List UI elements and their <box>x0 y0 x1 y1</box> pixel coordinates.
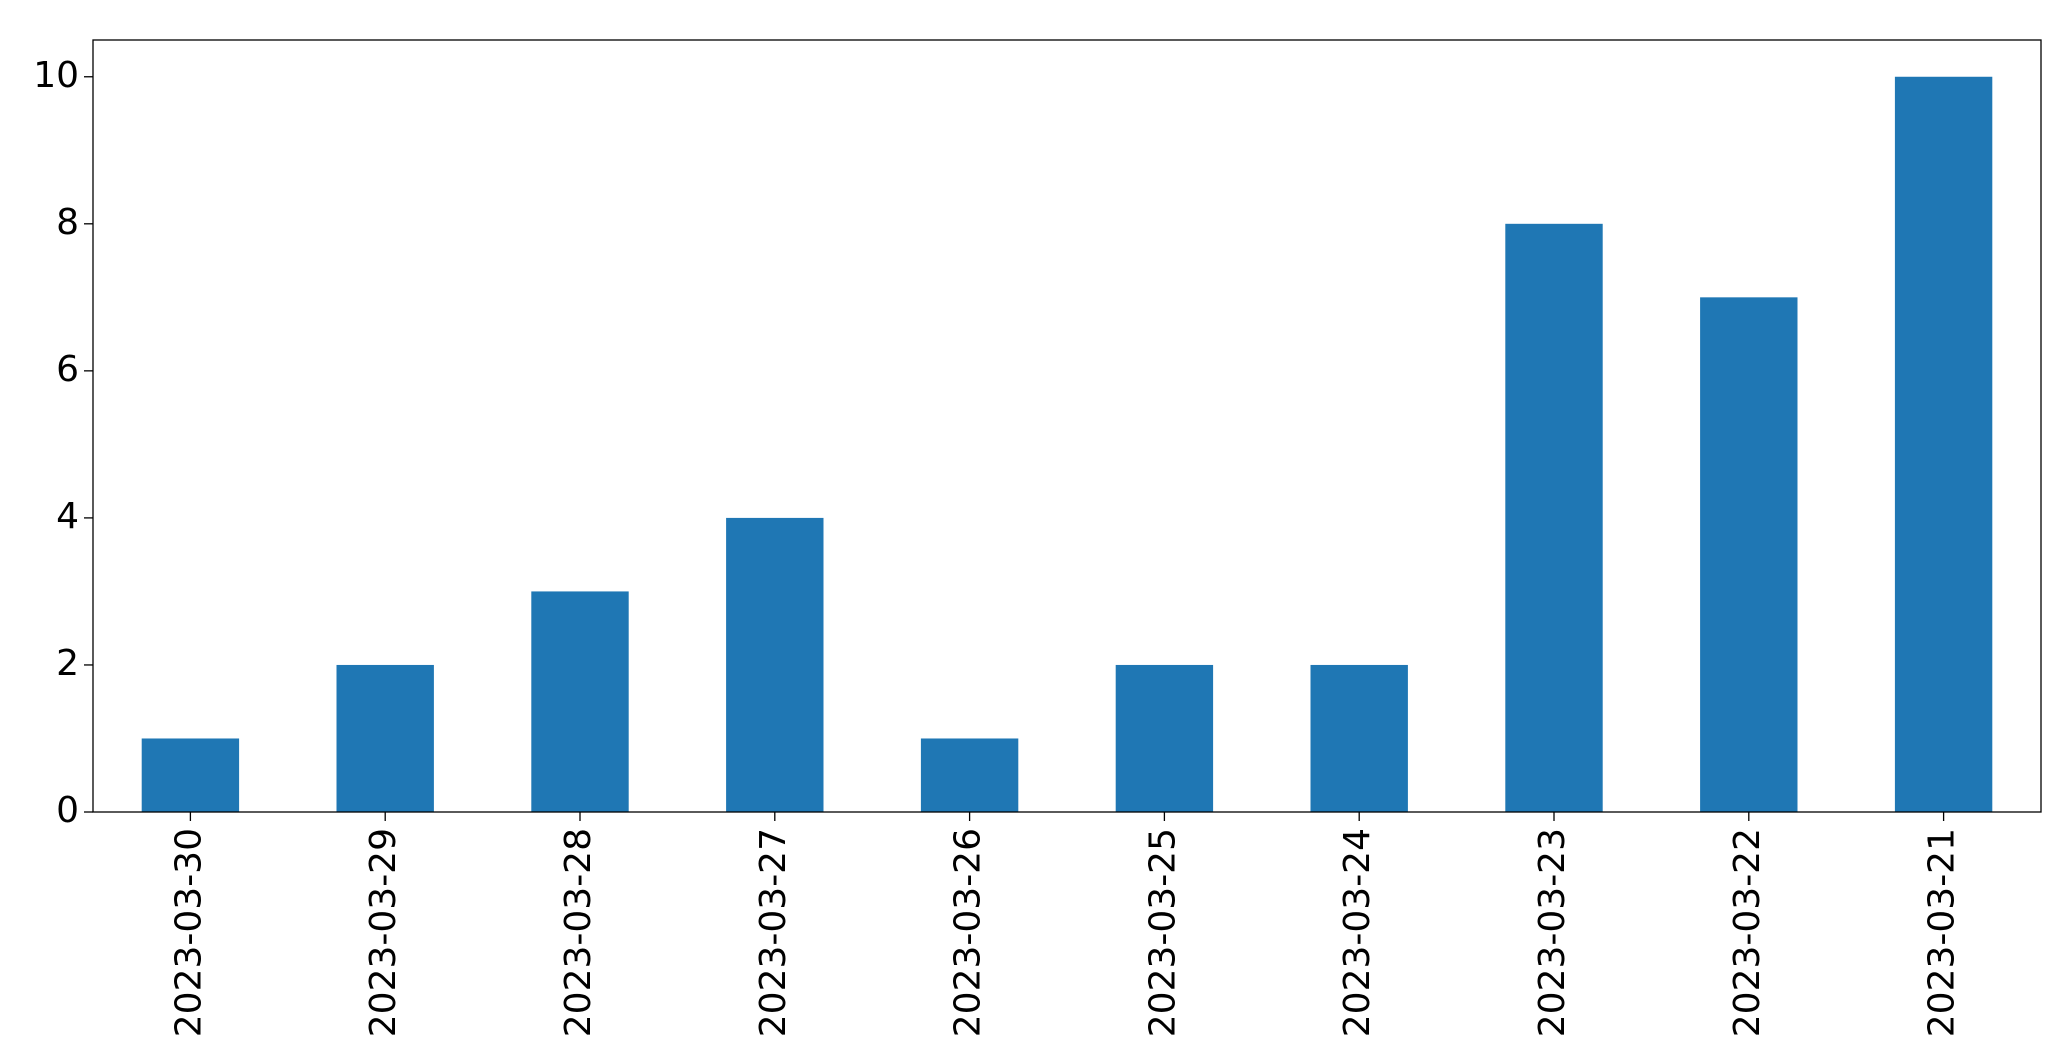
y-tick-label: 10 <box>33 55 79 96</box>
x-tick-label: 2023-03-22 <box>1727 828 1768 1037</box>
y-tick-label: 0 <box>56 790 79 831</box>
bar <box>531 591 629 812</box>
bar <box>1700 297 1798 812</box>
x-tick-label: 2023-03-28 <box>558 828 599 1037</box>
bar <box>336 664 434 812</box>
bar <box>726 517 824 812</box>
bar <box>1115 664 1214 812</box>
x-tick-label: 2023-03-26 <box>948 828 989 1037</box>
y-tick-label: 6 <box>56 349 79 390</box>
x-tick-label: 2023-03-29 <box>363 828 404 1037</box>
plot-frame <box>92 39 2042 813</box>
y-tick-label: 8 <box>56 202 79 243</box>
x-tick-label: 2023-03-24 <box>1337 828 1378 1037</box>
bar <box>1310 664 1408 812</box>
bar <box>141 738 240 812</box>
x-tick-label: 2023-03-27 <box>753 828 794 1037</box>
x-tick-label: 2023-03-25 <box>1142 828 1183 1037</box>
bar <box>1894 76 1993 812</box>
y-tick-label: 2 <box>56 643 79 684</box>
bar <box>920 738 1019 812</box>
bar <box>1505 223 1603 813</box>
x-tick-label: 2023-03-30 <box>168 828 209 1037</box>
y-tick-label: 4 <box>56 496 79 537</box>
x-tick-label: 2023-03-21 <box>1922 828 1963 1037</box>
x-tick-label: 2023-03-23 <box>1532 828 1573 1037</box>
